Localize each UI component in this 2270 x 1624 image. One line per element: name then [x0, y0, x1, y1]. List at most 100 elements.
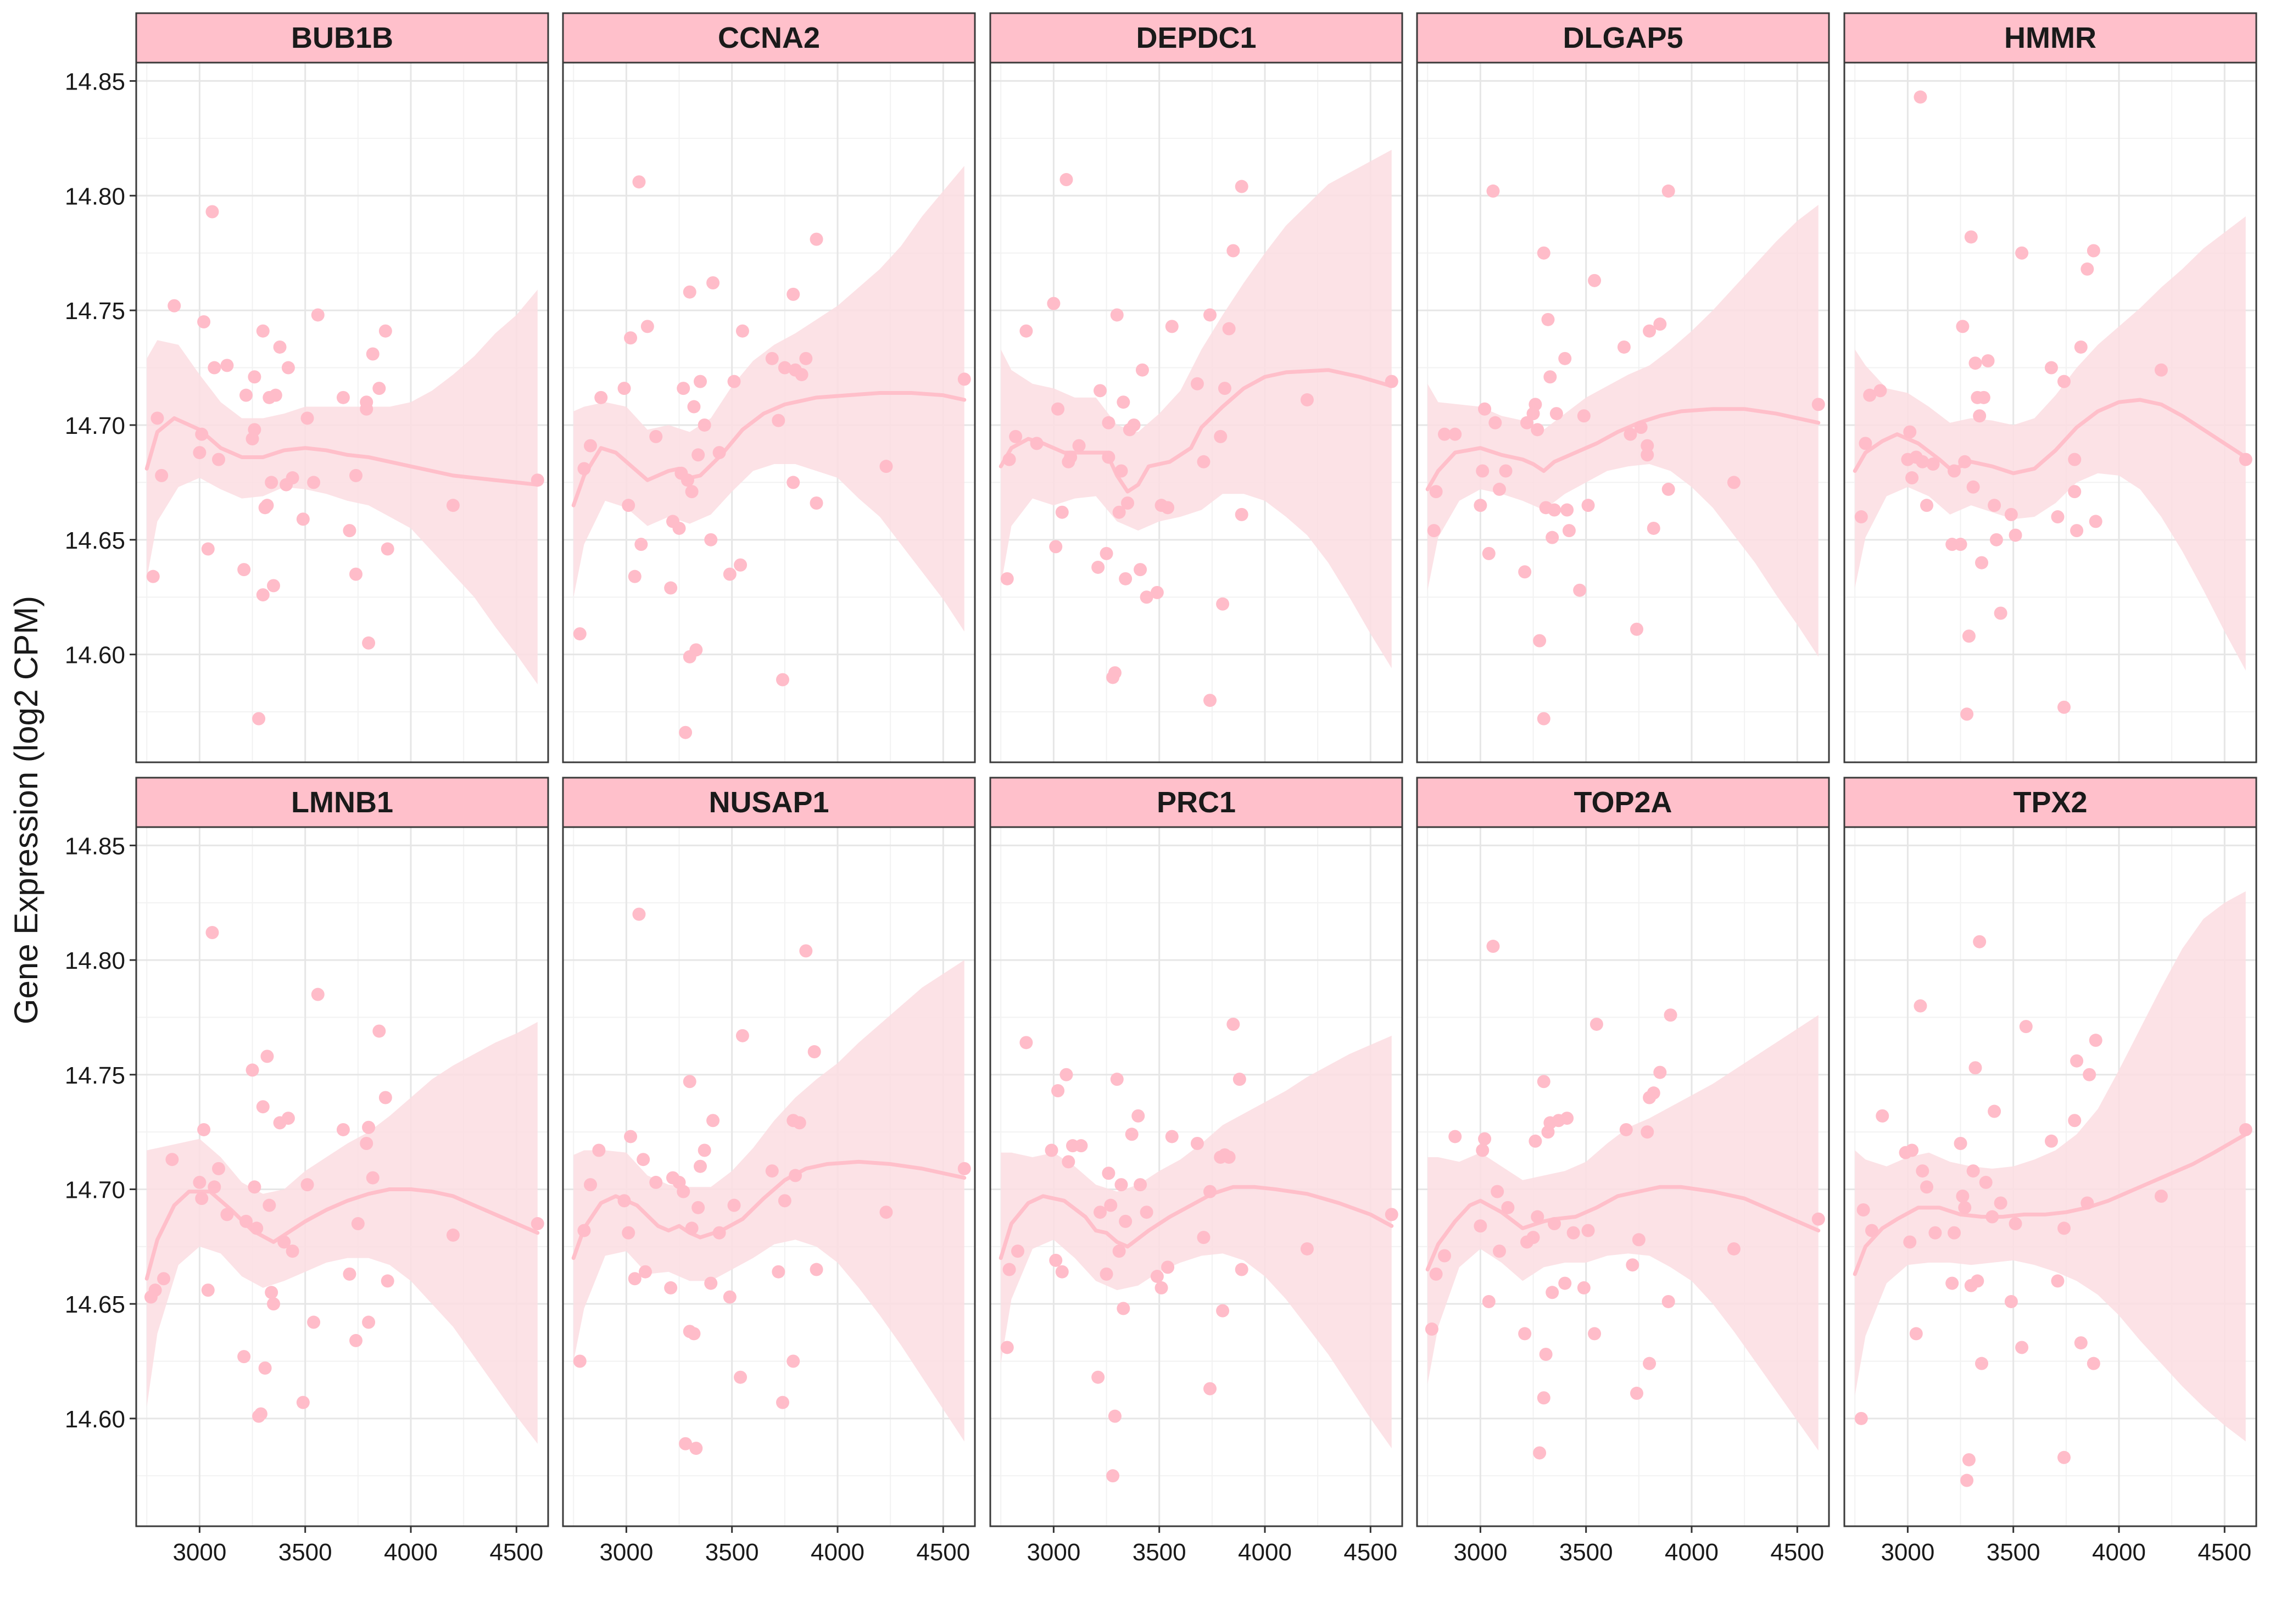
data-point — [1520, 416, 1533, 429]
data-point — [1905, 471, 1919, 485]
data-point — [1493, 1244, 1506, 1258]
data-point — [1988, 499, 2001, 512]
data-point — [2009, 1217, 2022, 1231]
x-tick-label: 3500 — [1559, 1539, 1613, 1566]
data-point — [689, 643, 703, 657]
data-point — [698, 418, 711, 432]
data-point — [1000, 1341, 1014, 1354]
data-point — [2154, 363, 2168, 377]
y-tick-label: 14.65 — [65, 527, 125, 554]
data-point — [248, 423, 261, 437]
y-tick-label: 14.70 — [65, 1176, 125, 1203]
data-point — [1425, 1322, 1438, 1336]
data-point — [269, 388, 282, 402]
data-point — [1641, 1125, 1654, 1139]
data-point — [1429, 485, 1443, 499]
data-point — [789, 1169, 802, 1182]
facet-panel-tpx2: TPX2 3000 3500 4000 4500 — [1843, 777, 2257, 1566]
data-point — [1589, 1017, 1603, 1031]
data-point — [1647, 521, 1660, 535]
data-point — [286, 471, 299, 485]
smooth-line — [999, 368, 1394, 494]
data-point — [300, 411, 314, 425]
data-point — [150, 411, 164, 425]
data-point — [691, 1201, 705, 1214]
data-point — [1486, 184, 1500, 198]
data-point — [1474, 1219, 1487, 1233]
data-point — [793, 1116, 806, 1130]
data-point — [2015, 1341, 2029, 1354]
data-point — [1539, 1347, 1553, 1361]
data-point — [277, 1235, 291, 1249]
data-point — [1235, 180, 1248, 193]
data-point — [1190, 377, 1204, 390]
data-point — [584, 1178, 597, 1192]
data-point — [239, 1214, 253, 1228]
data-point — [362, 1315, 376, 1329]
data-point — [2154, 1189, 2168, 1203]
data-point — [772, 1265, 785, 1279]
data-point — [1478, 402, 1492, 416]
data-point — [687, 1327, 701, 1341]
data-point — [195, 1192, 209, 1206]
data-point — [1619, 1123, 1633, 1136]
data-point — [799, 944, 813, 958]
data-point — [1518, 565, 1532, 579]
data-point — [296, 1396, 310, 1409]
facet-strip — [135, 777, 549, 828]
data-point — [220, 359, 234, 372]
data-point — [349, 1333, 362, 1347]
data-point — [2068, 485, 2082, 499]
data-point — [664, 581, 678, 595]
data-point — [1994, 606, 2007, 620]
data-point — [1448, 1130, 1462, 1143]
data-point — [155, 468, 169, 482]
data-point — [573, 627, 587, 641]
data-point — [1985, 1210, 1999, 1224]
data-point — [1030, 437, 1044, 450]
data-point — [1102, 416, 1116, 429]
facet-panel-top2a: TOP2A 3000 3500 4000 4500 — [1416, 777, 1830, 1566]
data-point — [260, 499, 274, 512]
data-point — [735, 324, 749, 338]
data-point — [1002, 453, 1016, 466]
data-point — [1074, 1139, 1088, 1153]
data-point — [1811, 398, 1825, 411]
data-point — [1546, 531, 1559, 544]
x-tick-label: 4500 — [2198, 1539, 2251, 1566]
data-point — [706, 1114, 720, 1128]
y-tick-label: 14.60 — [65, 642, 125, 669]
data-point — [1641, 439, 1654, 453]
data-point — [1047, 297, 1061, 310]
data-point — [1531, 423, 1544, 437]
data-point — [1624, 427, 1637, 441]
data-point — [640, 320, 654, 333]
data-point — [1203, 694, 1217, 707]
data-point — [1119, 1214, 1133, 1228]
data-point — [193, 1175, 207, 1189]
data-point — [1653, 317, 1667, 331]
data-point — [366, 347, 380, 361]
data-point — [1876, 1109, 1889, 1123]
data-point — [1110, 1073, 1124, 1086]
data-point — [286, 1244, 299, 1258]
data-point — [1647, 1086, 1660, 1100]
smooth-line — [1853, 1132, 2248, 1276]
data-point — [1856, 1203, 1870, 1217]
data-point — [1108, 1409, 1122, 1423]
data-point — [1300, 393, 1314, 407]
data-point — [1216, 597, 1230, 611]
data-point — [727, 375, 741, 388]
x-tick-label: 4500 — [1770, 1539, 1824, 1566]
data-point — [807, 1045, 821, 1059]
data-point — [810, 496, 823, 510]
data-point — [237, 563, 251, 577]
data-point — [681, 473, 694, 487]
data-point — [446, 1228, 460, 1242]
data-point — [296, 512, 310, 526]
data-point — [311, 987, 325, 1001]
facet-panel-bub1b: BUB1B 14.60 14.65 14.70 14.75 14.80 14.85 — [65, 12, 549, 763]
data-point — [1019, 1036, 1033, 1050]
data-point — [2057, 1450, 2071, 1464]
